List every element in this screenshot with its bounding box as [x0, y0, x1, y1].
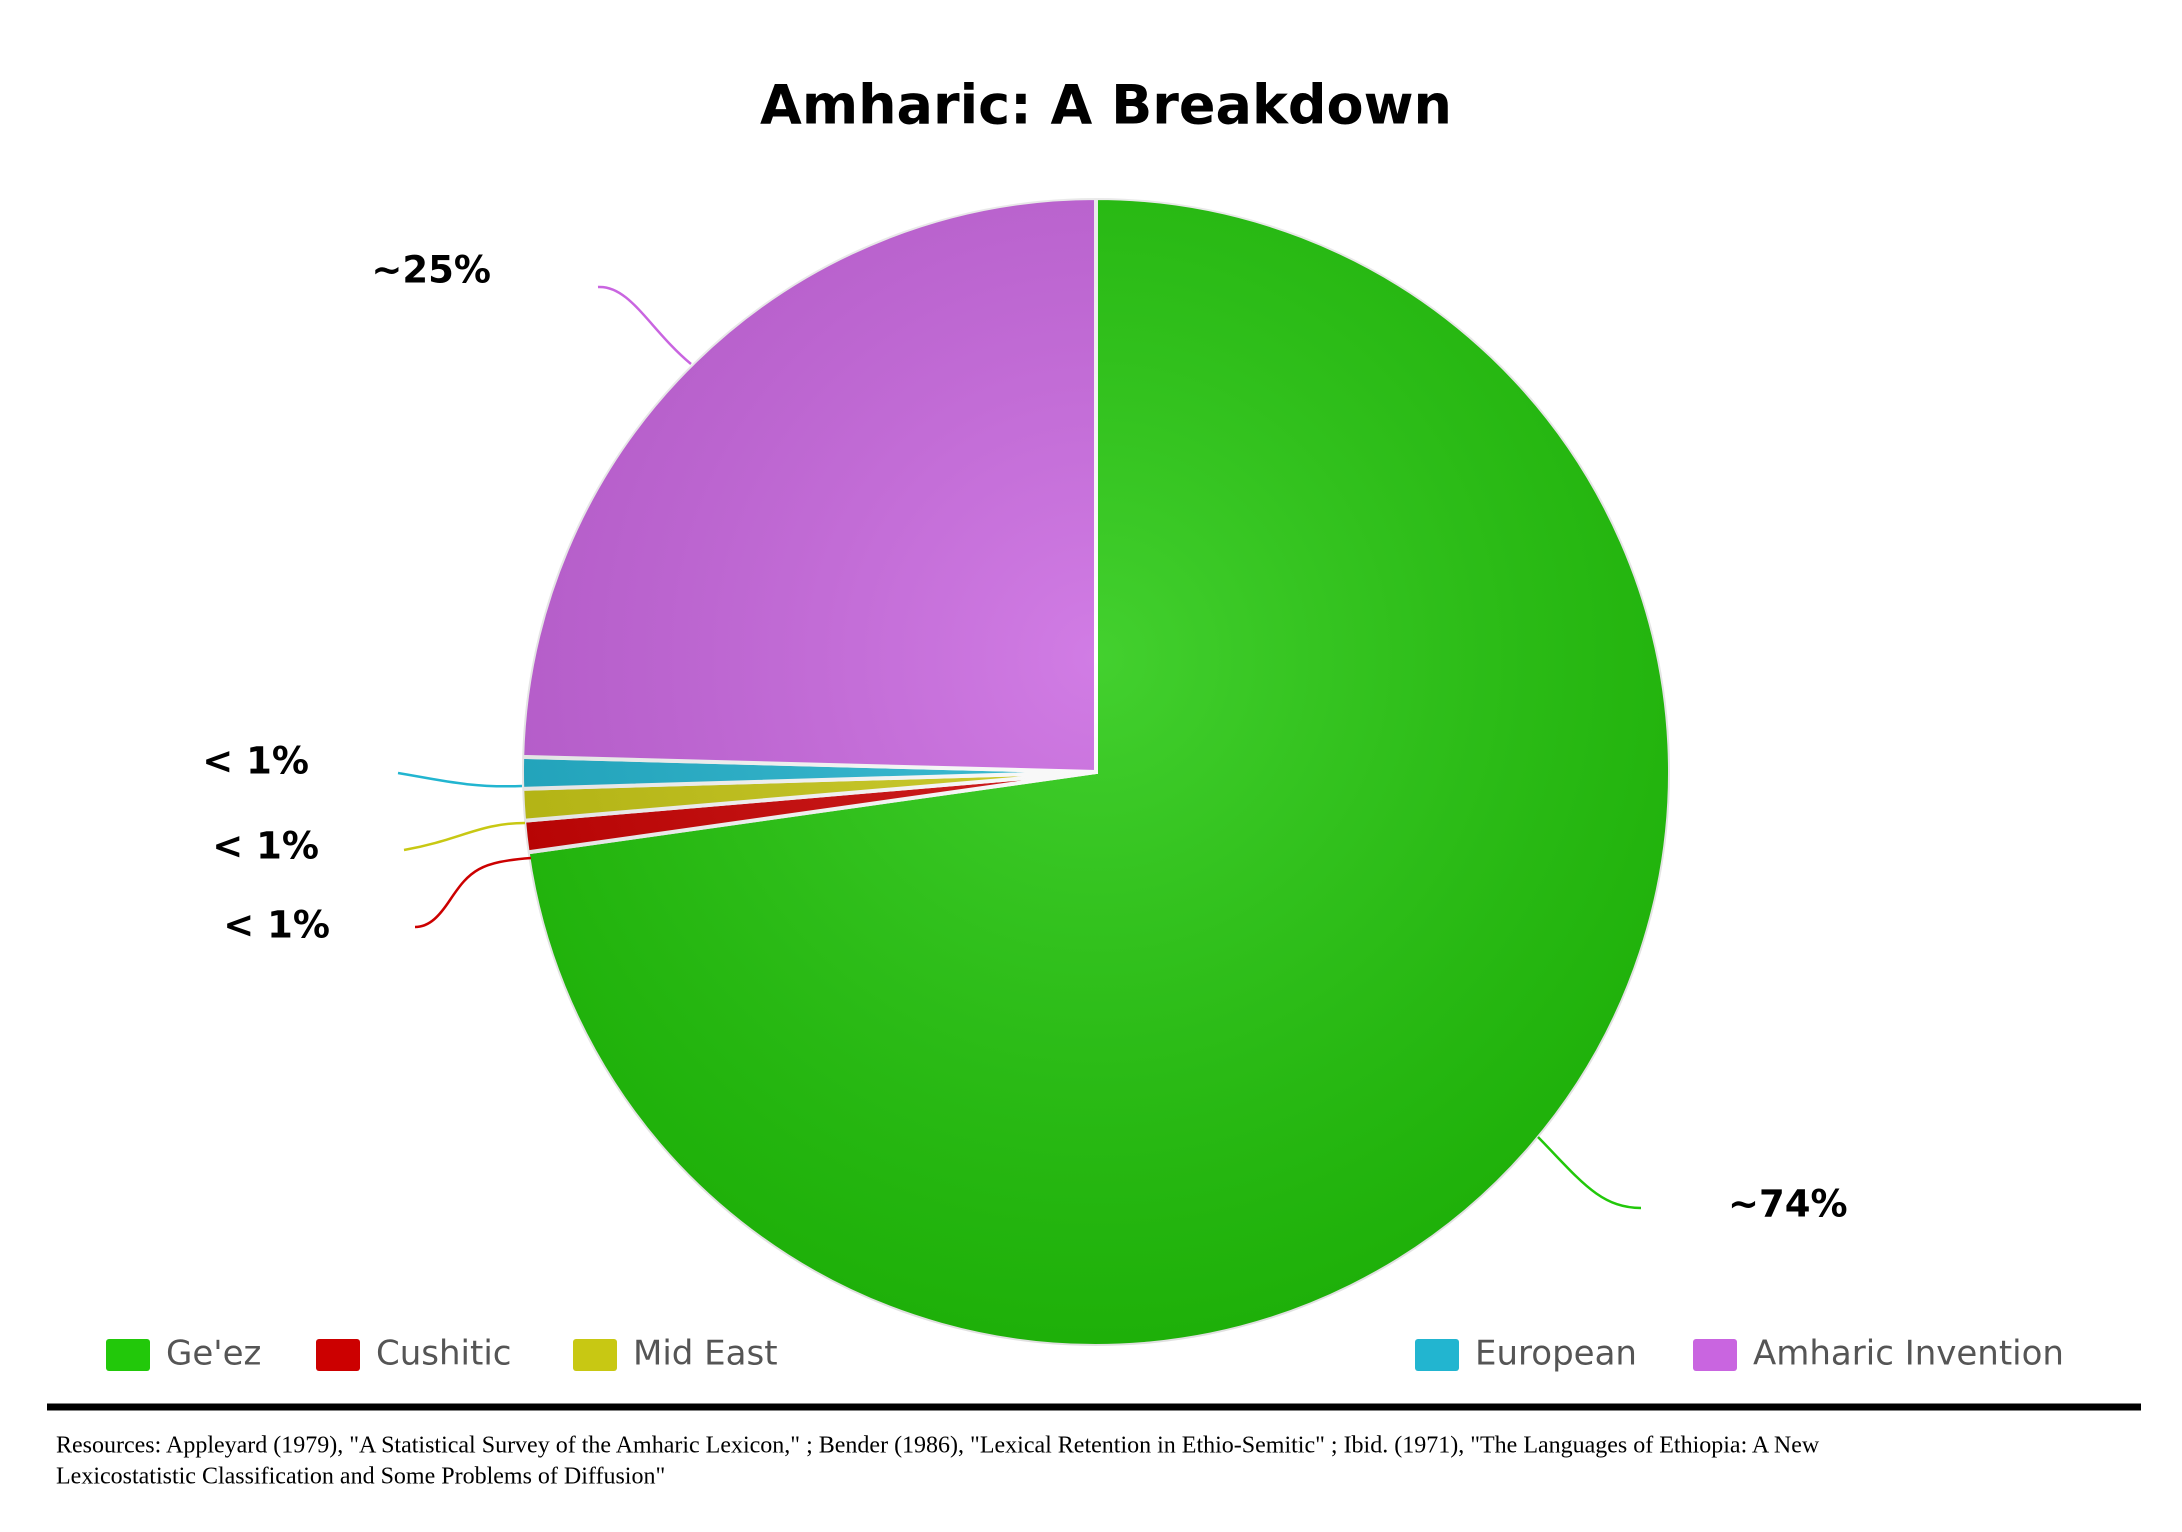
leader-line [597, 285, 692, 365]
footer-line: Lexicostatistic Classification and Some … [56, 1464, 665, 1490]
legend-swatch [106, 1339, 150, 1371]
legend-label: Cushitic [376, 1334, 511, 1374]
value-label: < 1% [223, 904, 330, 947]
value-label: < 1% [212, 825, 319, 868]
footer-line: Resources: Appleyard (1979), "A Statisti… [56, 1433, 1820, 1459]
legend-label: European [1475, 1334, 1637, 1374]
legend-swatch [573, 1339, 617, 1371]
legend-label: Ge'ez [166, 1334, 261, 1374]
value-label: ~74% [1728, 1183, 1848, 1226]
leader-line [414, 856, 532, 929]
value-label: ~25% [371, 249, 491, 292]
leader-line [403, 821, 526, 852]
leader-line [1537, 1136, 1642, 1210]
legend-label: Amharic Invention [1753, 1334, 2064, 1374]
leader-line [397, 771, 523, 788]
pie-slice [520, 195, 1098, 775]
legend-swatch [1415, 1339, 1459, 1371]
legend-swatch [1693, 1339, 1737, 1371]
value-label: < 1% [202, 740, 309, 783]
chart-title: Amharic: A Breakdown [760, 74, 1452, 137]
legend-swatch [316, 1339, 360, 1371]
legend-label: Mid East [633, 1334, 778, 1374]
